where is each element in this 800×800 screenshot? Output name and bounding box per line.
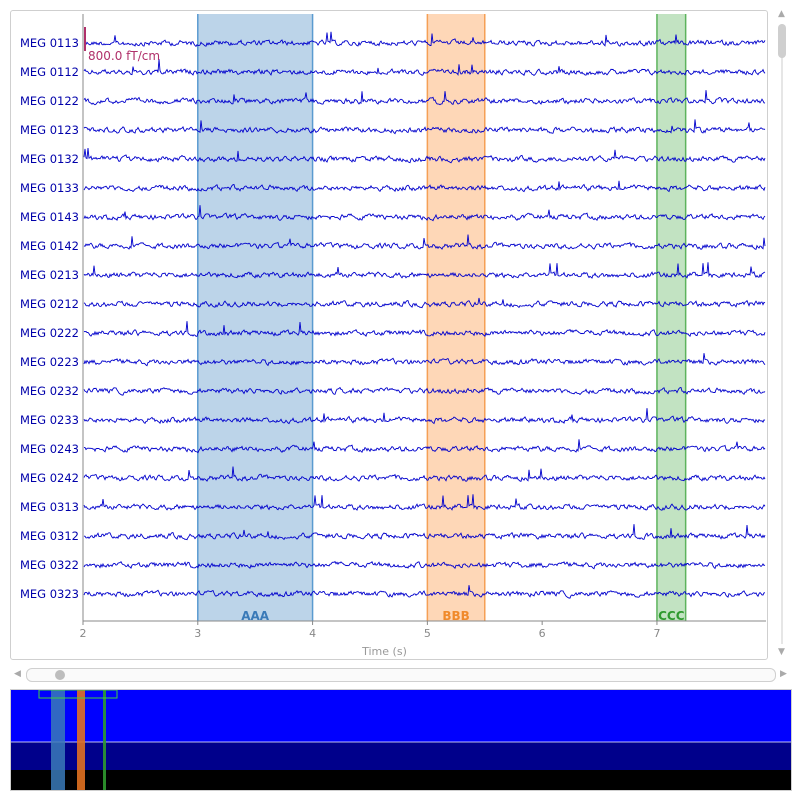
scroll-down-icon[interactable]: ▼ — [778, 647, 785, 657]
channel-label[interactable]: MEG 0143 — [20, 210, 79, 224]
overview-channel-block[interactable] — [11, 742, 791, 770]
channel-trace[interactable] — [83, 90, 766, 106]
annotation-span-ccc[interactable] — [656, 14, 686, 621]
x-tick-label: 5 — [424, 627, 431, 640]
channel-label[interactable]: MEG 0123 — [20, 123, 79, 137]
annotation-label: CCC — [658, 609, 685, 623]
channel-label[interactable]: MEG 0323 — [20, 587, 79, 601]
channel-label[interactable]: MEG 0212 — [20, 297, 79, 311]
time-scrollbar[interactable] — [26, 668, 776, 682]
channel-trace[interactable] — [83, 59, 766, 77]
channel-label[interactable]: MEG 0232 — [20, 384, 79, 398]
overview-annotation-marker[interactable] — [51, 690, 65, 790]
channel-label[interactable]: MEG 0322 — [20, 558, 79, 572]
scroll-up-icon[interactable]: ▲ — [778, 9, 785, 19]
scale-bar-label: 800.0 fT/cm — [88, 49, 160, 63]
channel-trace[interactable] — [83, 353, 766, 367]
channel-label[interactable]: MEG 0313 — [20, 500, 79, 514]
channel-label[interactable]: MEG 0122 — [20, 94, 79, 108]
x-tick-label: 2 — [80, 627, 87, 640]
channel-trace[interactable] — [83, 321, 766, 337]
channel-label[interactable]: MEG 0312 — [20, 529, 79, 543]
overview-channel-block[interactable] — [11, 690, 791, 742]
signal-plot[interactable]: AAA BBB CCC 2 3 4 5 6 7 Time (s) MEG 0113 MEG 0112 M… — [11, 11, 767, 659]
annotation-span-bbb[interactable] — [427, 14, 485, 621]
channel-label[interactable]: MEG 0213 — [20, 268, 79, 282]
channel-scroll-track[interactable] — [781, 24, 783, 644]
scroll-left-icon[interactable]: ◀ — [14, 669, 21, 679]
channel-trace[interactable] — [83, 205, 766, 222]
channel-trace[interactable] — [83, 494, 766, 511]
channel-trace[interactable] — [83, 119, 766, 135]
channel-label[interactable]: MEG 0223 — [20, 355, 79, 369]
channel-label[interactable]: MEG 0222 — [20, 326, 79, 340]
x-tick-label: 3 — [194, 627, 201, 640]
channel-trace[interactable] — [83, 297, 766, 309]
overview-annotation-marker[interactable] — [77, 690, 85, 790]
scroll-right-icon[interactable]: ▶ — [780, 669, 787, 679]
channel-label[interactable]: MEG 0132 — [20, 152, 79, 166]
raw-data-browser-panel[interactable]: AAA BBB CCC 2 3 4 5 6 7 Time (s) MEG 0113 MEG 0112 M… — [10, 10, 768, 660]
channel-trace[interactable] — [83, 466, 766, 482]
overview-bar[interactable] — [10, 689, 792, 791]
channel-label[interactable]: MEG 0113 — [20, 36, 79, 50]
x-tick-label: 4 — [309, 627, 316, 640]
overview-base-block — [11, 770, 791, 790]
x-tick-label: 6 — [539, 627, 546, 640]
channel-trace[interactable] — [83, 560, 766, 570]
channel-scrollbar[interactable]: ▲ ▼ — [775, 10, 789, 658]
annotation-span-aaa[interactable] — [197, 14, 313, 621]
x-axis-label: Time (s) — [361, 645, 407, 658]
channel-trace[interactable] — [83, 585, 766, 599]
channel-trace[interactable] — [83, 180, 766, 193]
overview-viewport-box[interactable] — [38, 690, 118, 699]
channel-trace[interactable] — [83, 386, 766, 396]
overview-annotation-marker[interactable] — [103, 690, 106, 790]
channel-label[interactable]: MEG 0112 — [20, 65, 79, 79]
annotation-label: BBB — [442, 609, 469, 623]
channel-trace[interactable] — [83, 408, 766, 425]
channel-trace[interactable] — [83, 148, 766, 164]
channel-trace[interactable] — [83, 262, 766, 279]
x-tick-label: 7 — [653, 627, 660, 640]
channel-label[interactable]: MEG 0142 — [20, 239, 79, 253]
channel-label[interactable]: MEG 0242 — [20, 471, 79, 485]
channel-trace[interactable] — [83, 31, 766, 48]
channel-trace[interactable] — [83, 234, 766, 250]
annotation-label: AAA — [241, 609, 270, 623]
channel-label[interactable]: MEG 0243 — [20, 442, 79, 456]
channel-trace[interactable] — [83, 439, 766, 454]
channel-trace[interactable] — [83, 524, 766, 541]
channel-label[interactable]: MEG 0133 — [20, 181, 79, 195]
channel-scroll-thumb[interactable] — [778, 24, 786, 58]
time-scroll-thumb[interactable] — [55, 670, 65, 680]
channel-label[interactable]: MEG 0233 — [20, 413, 79, 427]
